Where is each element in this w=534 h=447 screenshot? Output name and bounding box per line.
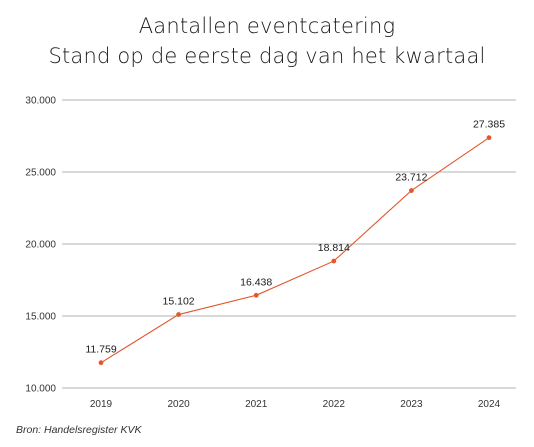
data-point — [176, 312, 182, 317]
data-point — [486, 135, 492, 141]
data-point — [331, 258, 337, 264]
x-tick-label: 2022 — [323, 399, 346, 410]
y-tick-label: 20.000 — [25, 240, 56, 251]
data-label: 27.385 — [473, 119, 505, 131]
x-tick-label: 2020 — [167, 399, 190, 410]
y-tick-label: 25.000 — [25, 168, 56, 179]
data-label: 16.438 — [240, 276, 272, 288]
data-label: 11.759 — [85, 344, 116, 356]
series-line — [100, 137, 490, 364]
chart-subtitle: Stand op de eerste dag van het kwartaal — [48, 44, 486, 68]
x-tick-label: 2023 — [400, 399, 423, 410]
data-point — [253, 292, 259, 298]
data-point — [409, 188, 414, 193]
data-label: 18.814 — [318, 242, 350, 254]
y-tick-label: 15.000 — [25, 312, 56, 323]
x-tick-label: 2024 — [478, 399, 501, 410]
chart-title: Aantallen eventcatering — [138, 14, 396, 38]
x-tick-label: 2019 — [90, 399, 113, 410]
data-point — [98, 360, 104, 366]
y-tick-label: 30.000 — [25, 96, 56, 107]
data-label: 15.102 — [163, 296, 195, 308]
source-note: Bron: Handelsregister KVK — [16, 424, 142, 436]
y-tick-label: 10.000 — [25, 384, 56, 395]
data-label: 23.712 — [395, 172, 427, 184]
x-tick-label: 2021 — [245, 399, 268, 410]
